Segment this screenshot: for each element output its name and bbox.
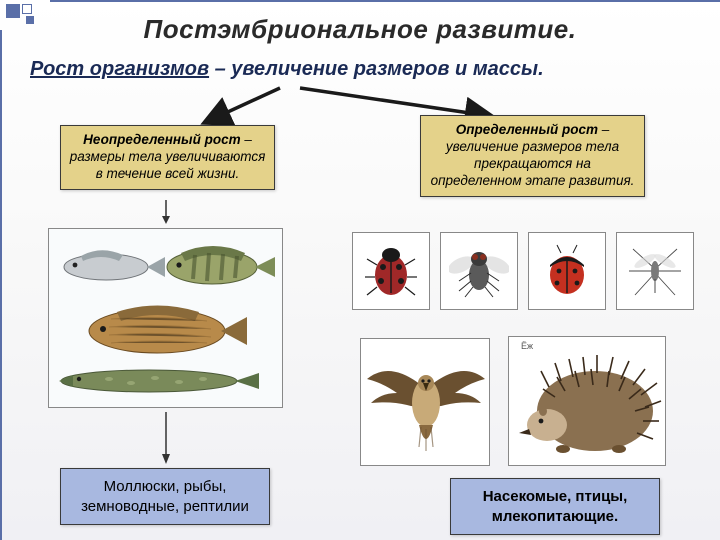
hedgehog-icon: Ёж <box>509 337 667 467</box>
fish-icon <box>89 306 247 354</box>
side-divider <box>0 30 2 540</box>
indeterminate-examples: Моллюски, рыбы, земноводные, рептилии <box>81 478 249 515</box>
fish-panel <box>48 228 283 408</box>
subtitle-rest: – увеличение размеров и массы. <box>209 58 544 80</box>
insect-thumb-ladybug <box>528 232 606 310</box>
beetle-icon <box>361 241 421 301</box>
hawk-icon <box>361 339 491 467</box>
ladybug-icon <box>537 241 597 301</box>
subtitle: Рост организмов – увеличение размеров и … <box>30 58 700 81</box>
fly-icon <box>449 241 509 301</box>
hedgehog-label: Ёж <box>521 341 533 351</box>
insect-thumb-fly <box>440 232 518 310</box>
determinate-examples-box: Насекомые, птицы, млекопитающие. <box>450 478 660 535</box>
top-divider <box>50 0 720 2</box>
hedgehog-panel: Ёж <box>508 336 666 466</box>
fish-icon <box>59 370 259 392</box>
insect-thumb-beetle <box>352 232 430 310</box>
indeterminate-heading: Неопределенный рост <box>83 132 240 147</box>
down-arrow-left-2 <box>160 412 172 466</box>
mosquito-icon <box>625 241 685 301</box>
down-arrow-left <box>160 200 172 226</box>
determinate-examples: Насекомые, птицы, млекопитающие. <box>483 488 628 525</box>
determinate-growth-box: Определенный рост – увеличение размеров … <box>420 115 645 197</box>
determinate-heading: Определенный рост <box>456 122 598 137</box>
fish-icon <box>167 246 275 284</box>
fish-icon <box>64 250 165 280</box>
indeterminate-examples-box: Моллюски, рыбы, земноводные, рептилии <box>60 468 270 525</box>
insect-thumb-mosquito <box>616 232 694 310</box>
indeterminate-growth-box: Неопределенный рост – размеры тела увели… <box>60 125 275 190</box>
bird-panel <box>360 338 490 466</box>
page-title: Постэмбриональное развитие. <box>0 14 720 45</box>
subtitle-term: Рост организмов <box>30 58 209 80</box>
